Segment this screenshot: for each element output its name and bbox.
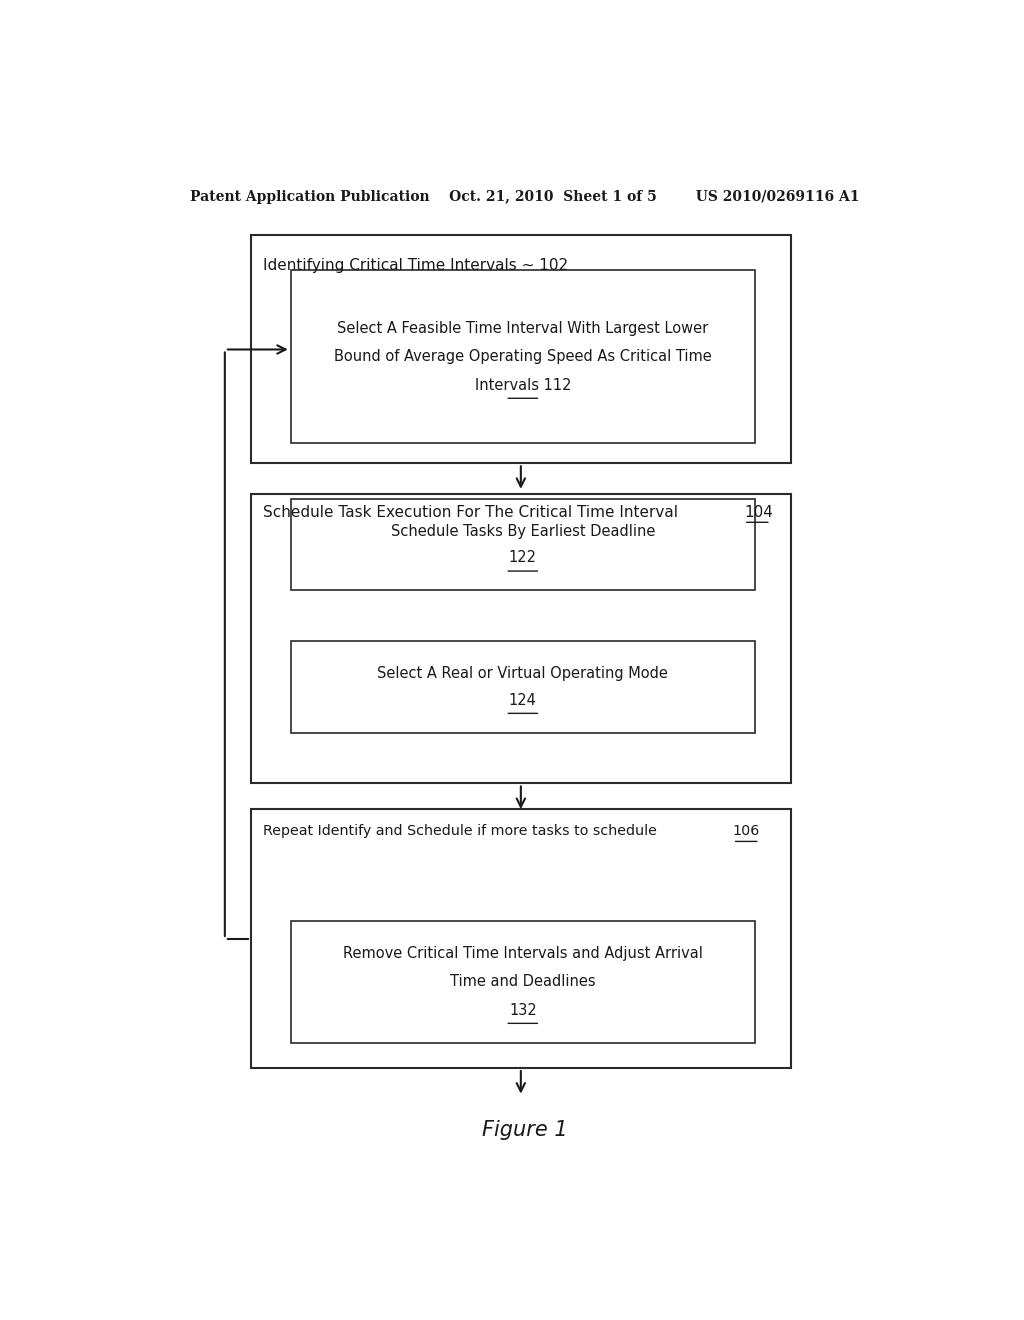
Text: Bound of Average Operating Speed As Critical Time: Bound of Average Operating Speed As Crit… — [334, 348, 712, 364]
Text: Identifying Critical Time Intervals ~ 102: Identifying Critical Time Intervals ~ 10… — [263, 257, 568, 273]
Text: Intervals 112: Intervals 112 — [474, 378, 571, 392]
Text: Select A Real or Virtual Operating Mode: Select A Real or Virtual Operating Mode — [378, 667, 669, 681]
Bar — [291, 499, 755, 590]
Text: Repeat Identify and Schedule if more tasks to schedule: Repeat Identify and Schedule if more tas… — [263, 824, 662, 838]
Text: Patent Application Publication    Oct. 21, 2010  Sheet 1 of 5        US 2010/026: Patent Application Publication Oct. 21, … — [190, 190, 859, 205]
Bar — [291, 921, 755, 1043]
Bar — [291, 642, 755, 733]
Bar — [291, 271, 755, 444]
Text: Figure 1: Figure 1 — [482, 1121, 567, 1140]
Bar — [251, 494, 791, 784]
Bar — [251, 235, 791, 463]
Text: Select A Feasible Time Interval With Largest Lower: Select A Feasible Time Interval With Lar… — [337, 321, 709, 335]
Text: 122: 122 — [509, 550, 537, 565]
Text: Schedule Tasks By Earliest Deadline: Schedule Tasks By Earliest Deadline — [390, 524, 655, 539]
Text: 104: 104 — [743, 504, 773, 520]
Bar — [251, 809, 791, 1068]
Text: 106: 106 — [733, 824, 760, 838]
Text: Time and Deadlines: Time and Deadlines — [450, 974, 596, 989]
Text: 124: 124 — [509, 693, 537, 708]
Text: Remove Critical Time Intervals and Adjust Arrival: Remove Critical Time Intervals and Adjus… — [343, 945, 702, 961]
Text: 132: 132 — [509, 1003, 537, 1018]
Text: Schedule Task Execution For The Critical Time Interval: Schedule Task Execution For The Critical… — [263, 504, 683, 520]
